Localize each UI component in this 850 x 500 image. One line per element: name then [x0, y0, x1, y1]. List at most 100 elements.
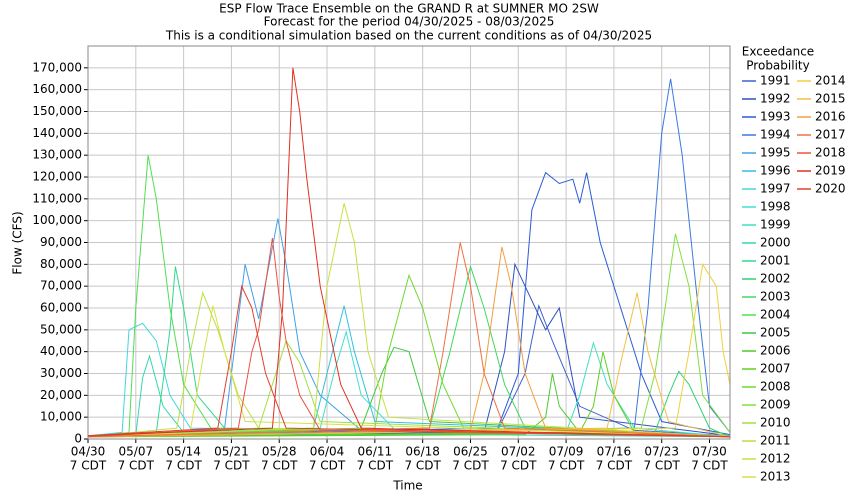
- y-tick-label: 160,000: [32, 82, 82, 96]
- y-tick-label: 40,000: [40, 344, 82, 358]
- series-line: [87, 78, 731, 437]
- series-line: [87, 292, 731, 438]
- y-tick-label: 120,000: [32, 170, 82, 184]
- x-tick-sublabel: 7 CDT: [452, 459, 489, 473]
- y-tick-label: 60,000: [40, 301, 82, 315]
- x-tick-sublabel: 7 CDT: [357, 459, 394, 473]
- x-tick-label: 06/25: [453, 445, 488, 459]
- x-tick-label: 04/30: [71, 445, 106, 459]
- y-tick-label: 0: [74, 432, 82, 446]
- series-line: [87, 284, 731, 438]
- legend-label: 2017: [815, 128, 846, 142]
- legend-label: 1995: [760, 146, 791, 160]
- x-tick-label: 07/23: [644, 445, 679, 459]
- legend-label: 1997: [760, 182, 791, 196]
- x-tick-sublabel: 7 CDT: [404, 459, 441, 473]
- y-tick-label: 30,000: [40, 366, 82, 380]
- legend-label: 2000: [760, 236, 791, 250]
- legend-title: Exceedance: [742, 45, 814, 59]
- x-tick-label: 07/02: [501, 445, 536, 459]
- legend-label: 2009: [760, 398, 791, 412]
- legend-label: 2001: [760, 254, 791, 268]
- x-tick-sublabel: 7 CDT: [548, 459, 585, 473]
- y-tick-label: 50,000: [40, 322, 82, 336]
- y-tick-label: 100,000: [32, 213, 82, 227]
- x-tick-label: 05/07: [119, 445, 154, 459]
- y-tick-label: 140,000: [32, 126, 82, 140]
- legend-label: 2019: [815, 164, 846, 178]
- x-tick-sublabel: 7 CDT: [118, 459, 155, 473]
- x-tick-sublabel: 7 CDT: [500, 459, 537, 473]
- series-line: [87, 262, 731, 438]
- y-tick-label: 90,000: [40, 235, 82, 249]
- legend-label: 2014: [815, 74, 846, 88]
- series-line: [87, 67, 731, 438]
- legend-label: 2008: [760, 380, 791, 394]
- series-line: [87, 246, 731, 438]
- x-tick-label: 06/18: [405, 445, 440, 459]
- legend-label: 1991: [760, 74, 791, 88]
- legend-label: 2011: [760, 434, 791, 448]
- x-tick-label: 07/09: [549, 445, 584, 459]
- series-line: [87, 290, 731, 438]
- legend-label: 2002: [760, 272, 791, 286]
- legend-label: 2015: [815, 92, 846, 106]
- series-line: [87, 322, 731, 437]
- series-line: [87, 203, 731, 438]
- legend-label: 1998: [760, 200, 791, 214]
- x-tick-sublabel: 7 CDT: [70, 459, 107, 473]
- legend-label: 1992: [760, 92, 791, 106]
- legend-title: Probability: [746, 59, 809, 73]
- legend-label: 2007: [760, 362, 791, 376]
- x-tick-label: 07/30: [692, 445, 727, 459]
- series-line: [87, 266, 731, 438]
- legend-label: 2005: [760, 326, 791, 340]
- y-axis-label: Flow (CFS): [11, 211, 25, 274]
- y-tick-label: 20,000: [40, 388, 82, 402]
- x-tick-label: 05/14: [166, 445, 201, 459]
- legend-label: 1993: [760, 110, 791, 124]
- x-axis-label: Time: [392, 479, 422, 493]
- x-tick-label: 07/16: [597, 445, 632, 459]
- x-tick-sublabel: 7 CDT: [309, 459, 346, 473]
- x-tick-label: 06/11: [358, 445, 393, 459]
- legend-label: 2010: [760, 416, 791, 430]
- y-tick-label: 110,000: [32, 191, 82, 205]
- legend-label: 2016: [815, 110, 846, 124]
- x-tick-sublabel: 7 CDT: [213, 459, 250, 473]
- x-tick-label: 05/28: [262, 445, 297, 459]
- legend-label: 2003: [760, 290, 791, 304]
- y-tick-label: 10,000: [40, 410, 82, 424]
- legend-label: 2004: [760, 308, 791, 322]
- series-line: [87, 155, 731, 438]
- series-line: [87, 242, 731, 438]
- y-tick-label: 150,000: [32, 104, 82, 118]
- series-line: [87, 238, 731, 438]
- x-tick-sublabel: 7 CDT: [643, 459, 680, 473]
- series-line: [87, 233, 731, 438]
- plot-frame: [87, 45, 731, 440]
- chart-title: ESP Flow Trace Ensemble on the GRAND R a…: [219, 2, 599, 16]
- series-line: [87, 305, 731, 438]
- x-tick-sublabel: 7 CDT: [165, 459, 202, 473]
- chart-subtitle: Forecast for the period 04/30/2025 - 08/…: [264, 15, 555, 29]
- y-tick-label: 130,000: [32, 148, 82, 162]
- x-tick-sublabel: 7 CDT: [596, 459, 633, 473]
- chart-subtitle: This is a conditional simulation based o…: [165, 29, 652, 43]
- legend-label: 2006: [760, 344, 791, 358]
- legend-label: 2018: [815, 146, 846, 160]
- legend-label: 1994: [760, 128, 791, 142]
- y-tick-label: 70,000: [40, 279, 82, 293]
- legend-label: 2013: [760, 470, 791, 484]
- legend-label: 2012: [760, 452, 791, 466]
- y-tick-label: 170,000: [32, 60, 82, 74]
- legend-label: 1996: [760, 164, 791, 178]
- series-line: [87, 264, 731, 438]
- x-tick-sublabel: 7 CDT: [691, 459, 728, 473]
- x-tick-sublabel: 7 CDT: [261, 459, 298, 473]
- x-tick-label: 06/04: [310, 445, 345, 459]
- y-tick-label: 80,000: [40, 257, 82, 271]
- series-line: [87, 218, 731, 437]
- legend-label: 1999: [760, 218, 791, 232]
